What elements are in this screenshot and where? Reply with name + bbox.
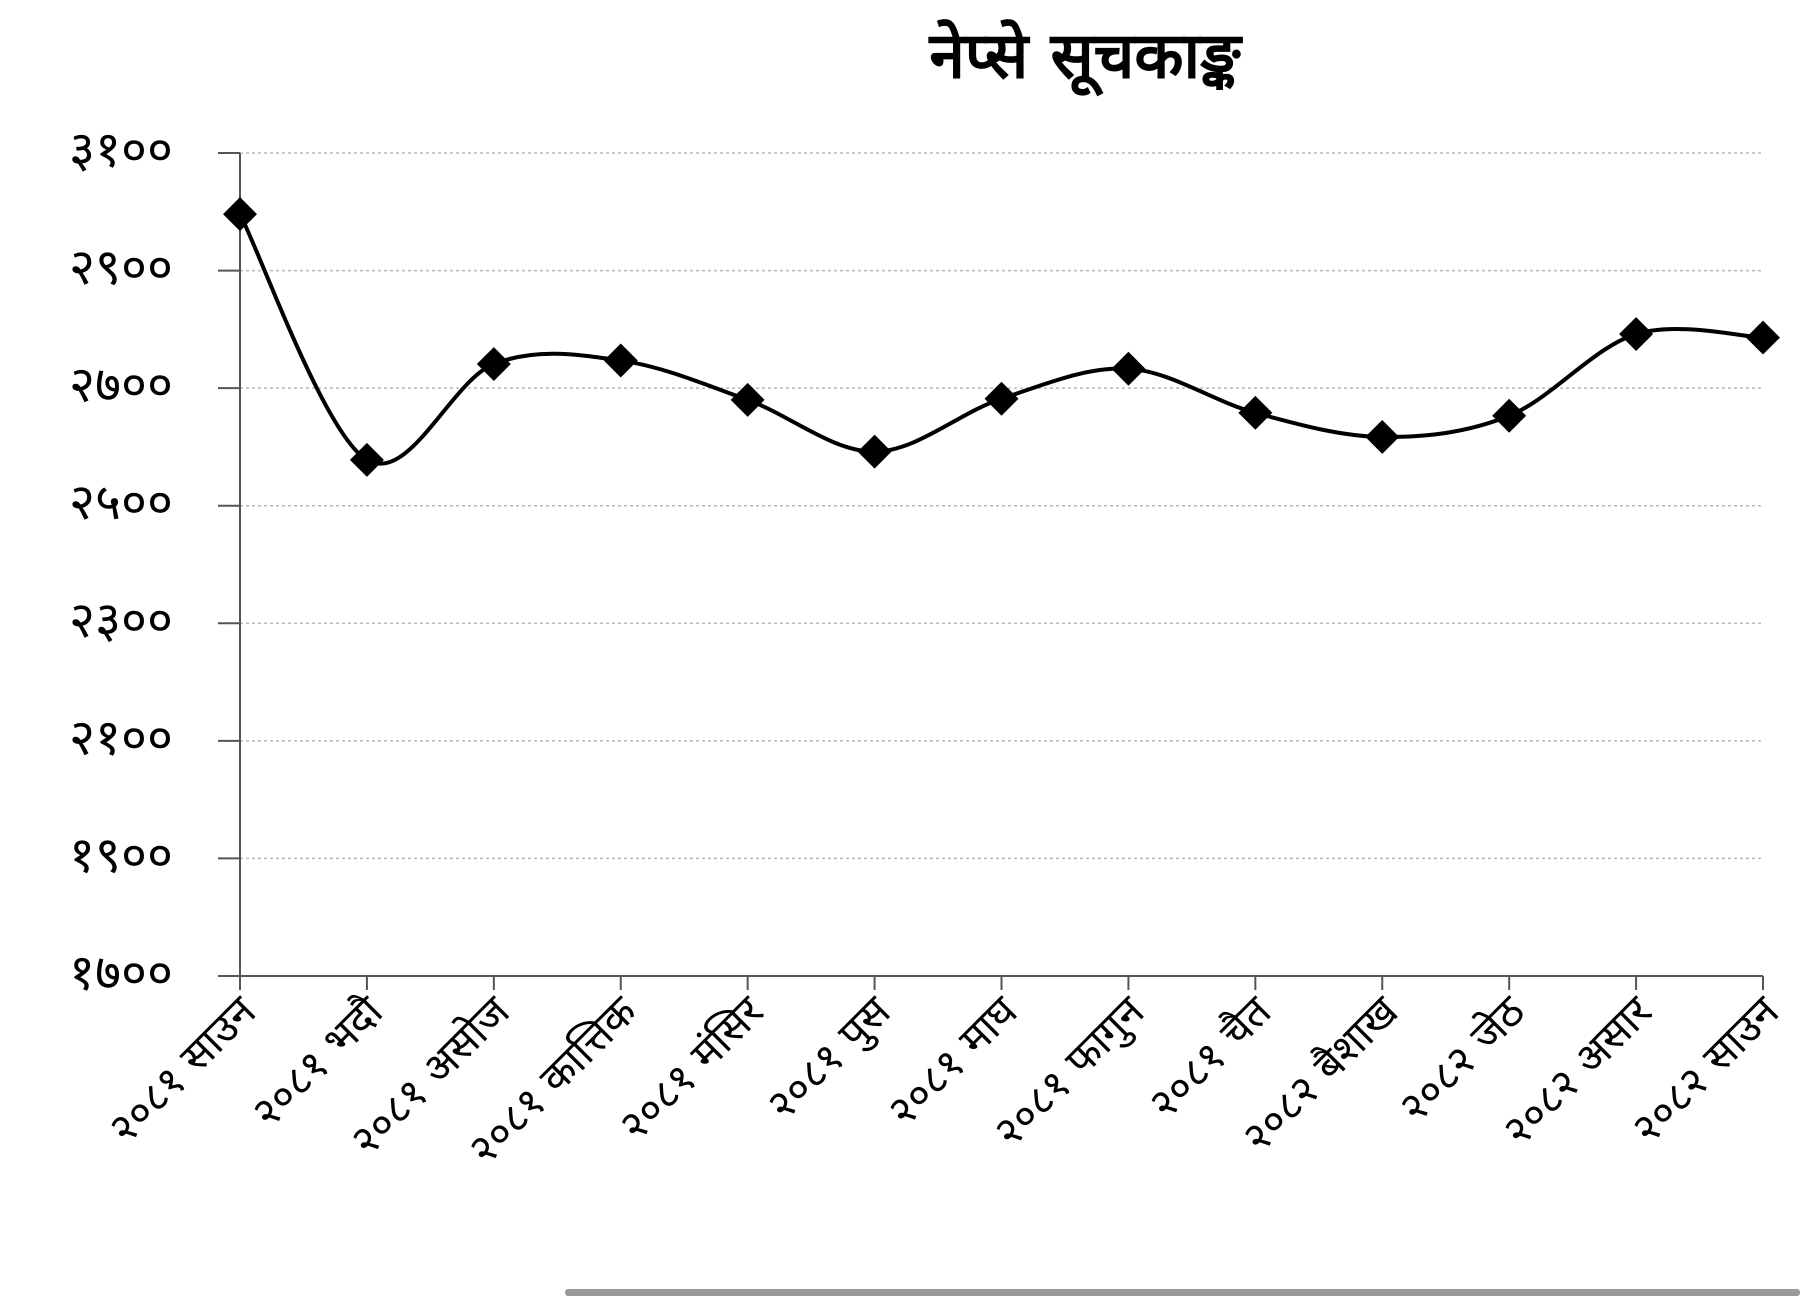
data-point xyxy=(1492,398,1527,433)
data-point xyxy=(984,381,1019,416)
y-tick-label: १९०० xyxy=(69,826,173,884)
y-tick-label: २५०० xyxy=(69,473,173,531)
scrollbar[interactable] xyxy=(565,1289,1800,1296)
data-point xyxy=(223,197,257,232)
data-point xyxy=(349,442,384,477)
data-point xyxy=(603,343,638,378)
y-tick-label: ३१०० xyxy=(69,121,173,179)
y-tick-label: २९०० xyxy=(69,238,173,296)
y-tick-label: २७०० xyxy=(69,356,173,414)
y-tick-label: २१०० xyxy=(69,708,173,766)
data-point xyxy=(1746,320,1780,355)
data-point xyxy=(857,434,892,469)
data-point xyxy=(476,347,511,382)
data-point xyxy=(1111,351,1146,386)
y-tick-label: १७०० xyxy=(69,944,173,1002)
x-tick-label: २०८१ पुस xyxy=(757,986,902,1131)
data-point xyxy=(1365,419,1400,454)
y-tick-label: २३०० xyxy=(69,591,173,649)
chart-title: नेप्से सूचकाङ्क xyxy=(928,19,1243,97)
x-tick-label: २०८१ साउन xyxy=(99,986,266,1153)
data-point xyxy=(1238,395,1273,430)
data-point xyxy=(730,382,765,417)
series-line xyxy=(238,213,1764,466)
data-point xyxy=(1619,317,1654,352)
